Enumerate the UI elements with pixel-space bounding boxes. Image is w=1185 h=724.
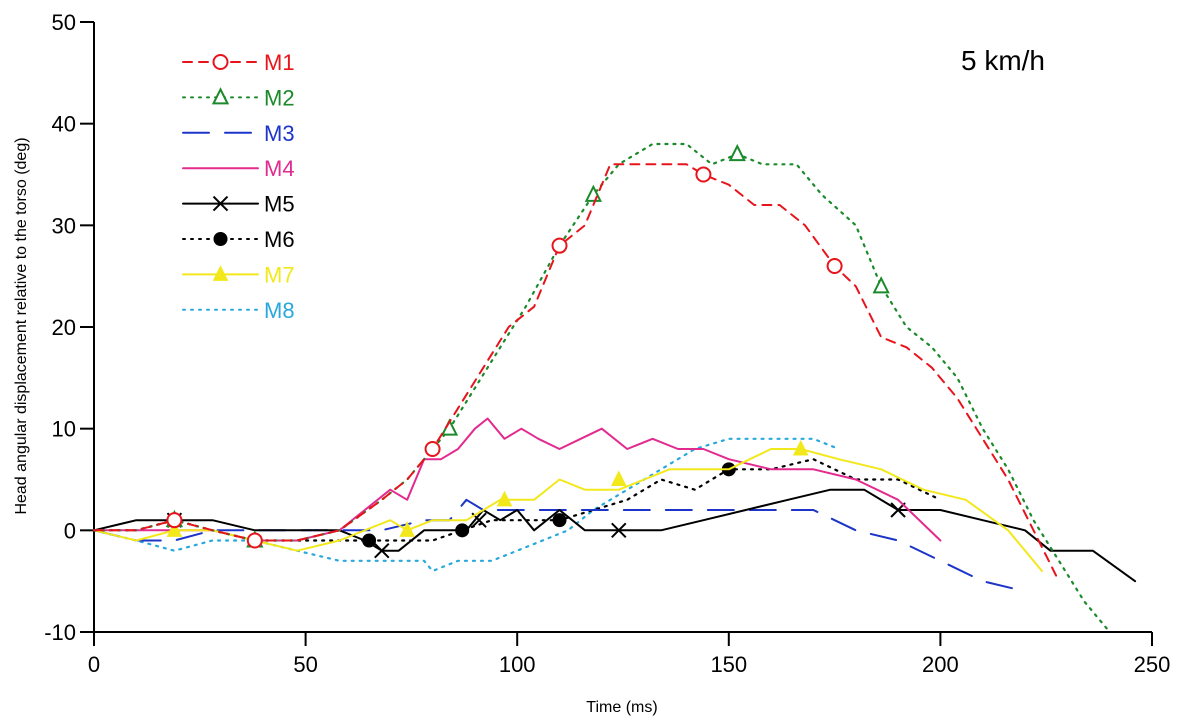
x-tick-label: 100 bbox=[499, 652, 536, 677]
data-point-marker bbox=[695, 166, 712, 183]
series-m2 bbox=[92, 142, 1111, 634]
series-layer bbox=[92, 142, 1137, 634]
legend-entry-m8: M8 bbox=[182, 298, 295, 323]
legend-label: M3 bbox=[264, 121, 295, 146]
legend-entry-m6: M6 bbox=[182, 227, 295, 252]
y-tick-label: 20 bbox=[52, 315, 76, 340]
series-line bbox=[93, 163, 1060, 583]
y-axis-title: Head angular displacement relative to th… bbox=[13, 137, 30, 514]
y-tick-label: 40 bbox=[52, 112, 76, 137]
data-point-marker bbox=[610, 470, 627, 486]
legend-marker bbox=[212, 54, 229, 70]
x-tick-label: 0 bbox=[88, 652, 100, 677]
data-point-marker bbox=[399, 521, 415, 537]
legend: M1 M2 M3 M4 M5 M6 M7 M8 bbox=[182, 50, 295, 323]
legend-label: M1 bbox=[264, 50, 295, 75]
series-m7 bbox=[93, 439, 1043, 572]
speed-annotation: 5 km/h bbox=[961, 45, 1045, 76]
x-tick-label: 250 bbox=[1134, 652, 1171, 677]
series-m1 bbox=[93, 163, 1060, 583]
legend-label: M5 bbox=[264, 192, 295, 217]
legend-entry-m4: M4 bbox=[182, 156, 295, 181]
data-point-marker bbox=[584, 184, 602, 202]
series-line bbox=[92, 437, 840, 573]
data-point-marker bbox=[166, 512, 183, 529]
data-point-marker bbox=[728, 143, 746, 162]
x-tick-label: 50 bbox=[293, 652, 317, 677]
x-axis-title: Time (ms) bbox=[586, 699, 657, 716]
legend-label: M8 bbox=[264, 298, 295, 323]
data-point-marker bbox=[611, 522, 627, 539]
legend-entry-m7: M7 bbox=[182, 262, 295, 287]
data-point-marker bbox=[872, 276, 890, 294]
series-line bbox=[92, 142, 1111, 634]
data-point-marker bbox=[246, 532, 263, 549]
legend-marker bbox=[213, 232, 228, 246]
legend-entry-m3: M3 bbox=[182, 121, 295, 146]
series-m6 bbox=[92, 458, 942, 548]
y-tick-label: 50 bbox=[52, 10, 76, 35]
legend-label: M4 bbox=[264, 156, 295, 181]
x-tick-label: 150 bbox=[710, 652, 747, 677]
legend-marker bbox=[212, 195, 229, 212]
y-tick-label: -10 bbox=[44, 620, 76, 645]
data-point-marker bbox=[374, 542, 390, 559]
data-point-marker bbox=[166, 521, 183, 537]
axes: -10 0 10 20 30 40 50 0 50 100 150 200 250 bbox=[44, 10, 1170, 677]
series-line bbox=[93, 448, 1043, 572]
legend-label: M7 bbox=[264, 262, 295, 287]
data-point-marker bbox=[496, 490, 513, 507]
y-tick-label: 0 bbox=[64, 518, 76, 543]
series-m8 bbox=[92, 437, 840, 573]
legend-entry-m1: M1 bbox=[182, 50, 295, 75]
legend-entry-m2: M2 bbox=[182, 85, 295, 110]
legend-entry-m5: M5 bbox=[182, 192, 295, 217]
legend-marker bbox=[212, 265, 229, 281]
data-point-marker bbox=[792, 439, 809, 456]
data-point-marker bbox=[552, 513, 567, 528]
legend-label: M2 bbox=[264, 85, 295, 110]
series-line bbox=[93, 488, 1137, 583]
x-tick-label: 200 bbox=[922, 652, 959, 677]
y-tick-label: 10 bbox=[52, 417, 76, 442]
legend-marker bbox=[211, 87, 230, 105]
y-tick-label: 30 bbox=[52, 213, 76, 238]
data-point-marker bbox=[551, 237, 568, 254]
legend-label: M6 bbox=[264, 227, 295, 252]
data-point-marker bbox=[826, 258, 843, 274]
data-point-marker bbox=[424, 441, 441, 457]
